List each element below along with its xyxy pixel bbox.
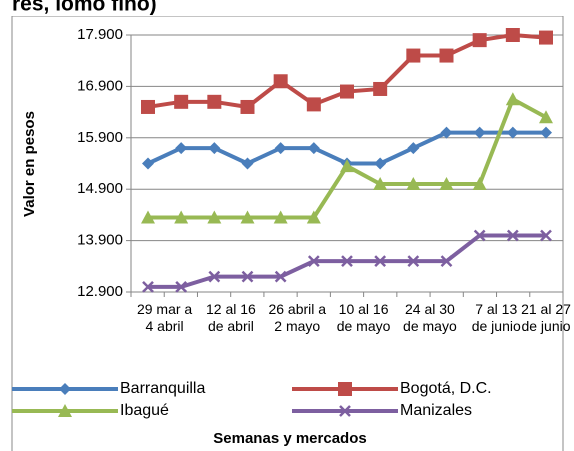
x-tick-label: 12 al 16 de abril (205, 301, 256, 334)
data-point (274, 142, 287, 155)
y-tick-label: 16.900 (77, 77, 123, 94)
data-point (241, 157, 254, 170)
data-point (306, 97, 321, 112)
data-point (539, 30, 553, 45)
data-point (174, 210, 189, 224)
y-tick-label: 15.900 (77, 129, 123, 146)
data-point (273, 210, 288, 224)
y-tick-label: 13.900 (77, 232, 123, 249)
data-point (506, 229, 519, 242)
legend-marker (338, 382, 352, 396)
data-point (141, 210, 155, 224)
legend-marker (339, 405, 351, 417)
data-point (407, 142, 420, 155)
y-tick-label: 14.900 (77, 180, 123, 197)
legend-marker (59, 383, 71, 395)
data-point (473, 126, 486, 139)
data-point (208, 142, 221, 155)
data-point (439, 177, 454, 191)
legend-label: Ibagué (120, 402, 169, 419)
data-point (506, 126, 519, 139)
x-tick-label: 7 al 13 de junio (471, 301, 521, 334)
x-tick-label: 26 abril a 2 mayo (268, 301, 327, 334)
data-point (540, 126, 552, 139)
legend-label: Barranquilla (120, 380, 205, 397)
legend-marker (58, 404, 72, 417)
data-point (373, 81, 388, 96)
data-point (439, 48, 454, 63)
y-tick-label: 17.900 (77, 26, 123, 43)
x-tick-label: 21 al 27 de junio (521, 301, 571, 334)
data-point (406, 48, 421, 63)
data-point (273, 74, 288, 89)
data-point (374, 255, 387, 268)
legend-label: Bogotá, D.C. (400, 380, 492, 397)
data-point (207, 94, 222, 109)
data-point (440, 126, 453, 139)
data-point (340, 84, 354, 99)
data-point (440, 255, 453, 268)
data-point (505, 92, 520, 106)
data-point (539, 110, 553, 124)
data-point (207, 210, 222, 224)
title-band (0, 0, 574, 16)
data-point (373, 177, 388, 191)
data-point (142, 157, 154, 170)
data-point (241, 270, 254, 283)
data-point (340, 159, 354, 173)
x-tick-label: 24 al 30 de mayo (403, 301, 457, 334)
data-point (341, 255, 353, 268)
x-axis-title: Semanas y mercados (213, 430, 366, 447)
data-point (141, 99, 155, 114)
data-point (374, 157, 387, 170)
data-point (208, 270, 221, 283)
data-point (274, 270, 287, 283)
data-point (174, 94, 189, 109)
chart-title: res, lomo fino) (12, 0, 157, 16)
data-point (142, 280, 154, 293)
data-point (406, 177, 421, 191)
data-point (505, 28, 520, 42)
data-point (175, 280, 188, 293)
data-point (307, 255, 320, 268)
data-point (472, 33, 487, 48)
data-point (175, 142, 188, 155)
data-point (407, 255, 420, 268)
data-point (306, 210, 321, 224)
data-point (240, 210, 255, 224)
x-tick-label: 10 al 16 de mayo (336, 301, 391, 334)
data-point (540, 229, 552, 242)
data-point (307, 142, 320, 155)
y-axis-title: Valor en pesos (21, 111, 38, 217)
y-tick-label: 12.900 (77, 283, 123, 300)
data-point (240, 99, 255, 114)
data-point (472, 177, 487, 191)
data-point (473, 229, 486, 242)
legend-label: Manizales (400, 402, 472, 419)
x-tick-label: 29 mar a 4 abril (136, 301, 193, 334)
